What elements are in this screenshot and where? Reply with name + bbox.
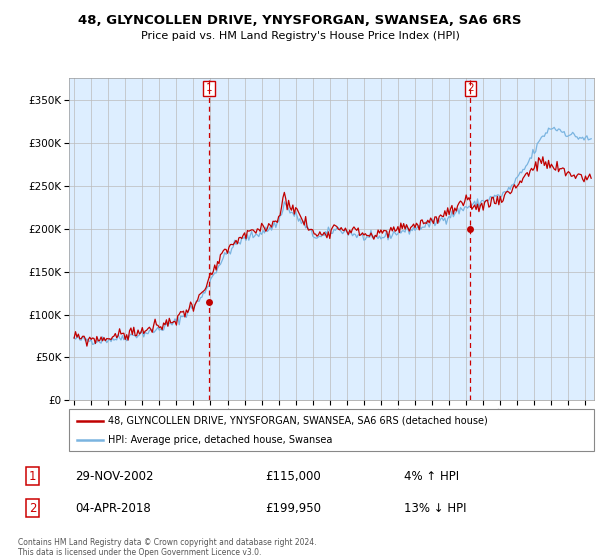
Text: Price paid vs. HM Land Registry's House Price Index (HPI): Price paid vs. HM Land Registry's House … [140, 31, 460, 41]
Text: 2: 2 [467, 83, 474, 93]
Text: 1: 1 [206, 83, 212, 93]
Text: 48, GLYNCOLLEN DRIVE, YNYSFORGAN, SWANSEA, SA6 6RS (detached house): 48, GLYNCOLLEN DRIVE, YNYSFORGAN, SWANSE… [109, 416, 488, 426]
Text: 1: 1 [29, 470, 36, 483]
Text: Contains HM Land Registry data © Crown copyright and database right 2024.
This d: Contains HM Land Registry data © Crown c… [18, 538, 317, 557]
Text: £115,000: £115,000 [266, 470, 322, 483]
Text: HPI: Average price, detached house, Swansea: HPI: Average price, detached house, Swan… [109, 435, 333, 445]
Text: £199,950: £199,950 [266, 502, 322, 515]
Text: 2: 2 [29, 502, 36, 515]
Text: 13% ↓ HPI: 13% ↓ HPI [404, 502, 466, 515]
FancyBboxPatch shape [69, 409, 594, 451]
Text: 4% ↑ HPI: 4% ↑ HPI [404, 470, 459, 483]
Text: 04-APR-2018: 04-APR-2018 [76, 502, 151, 515]
Text: 29-NOV-2002: 29-NOV-2002 [76, 470, 154, 483]
Text: 48, GLYNCOLLEN DRIVE, YNYSFORGAN, SWANSEA, SA6 6RS: 48, GLYNCOLLEN DRIVE, YNYSFORGAN, SWANSE… [78, 14, 522, 27]
